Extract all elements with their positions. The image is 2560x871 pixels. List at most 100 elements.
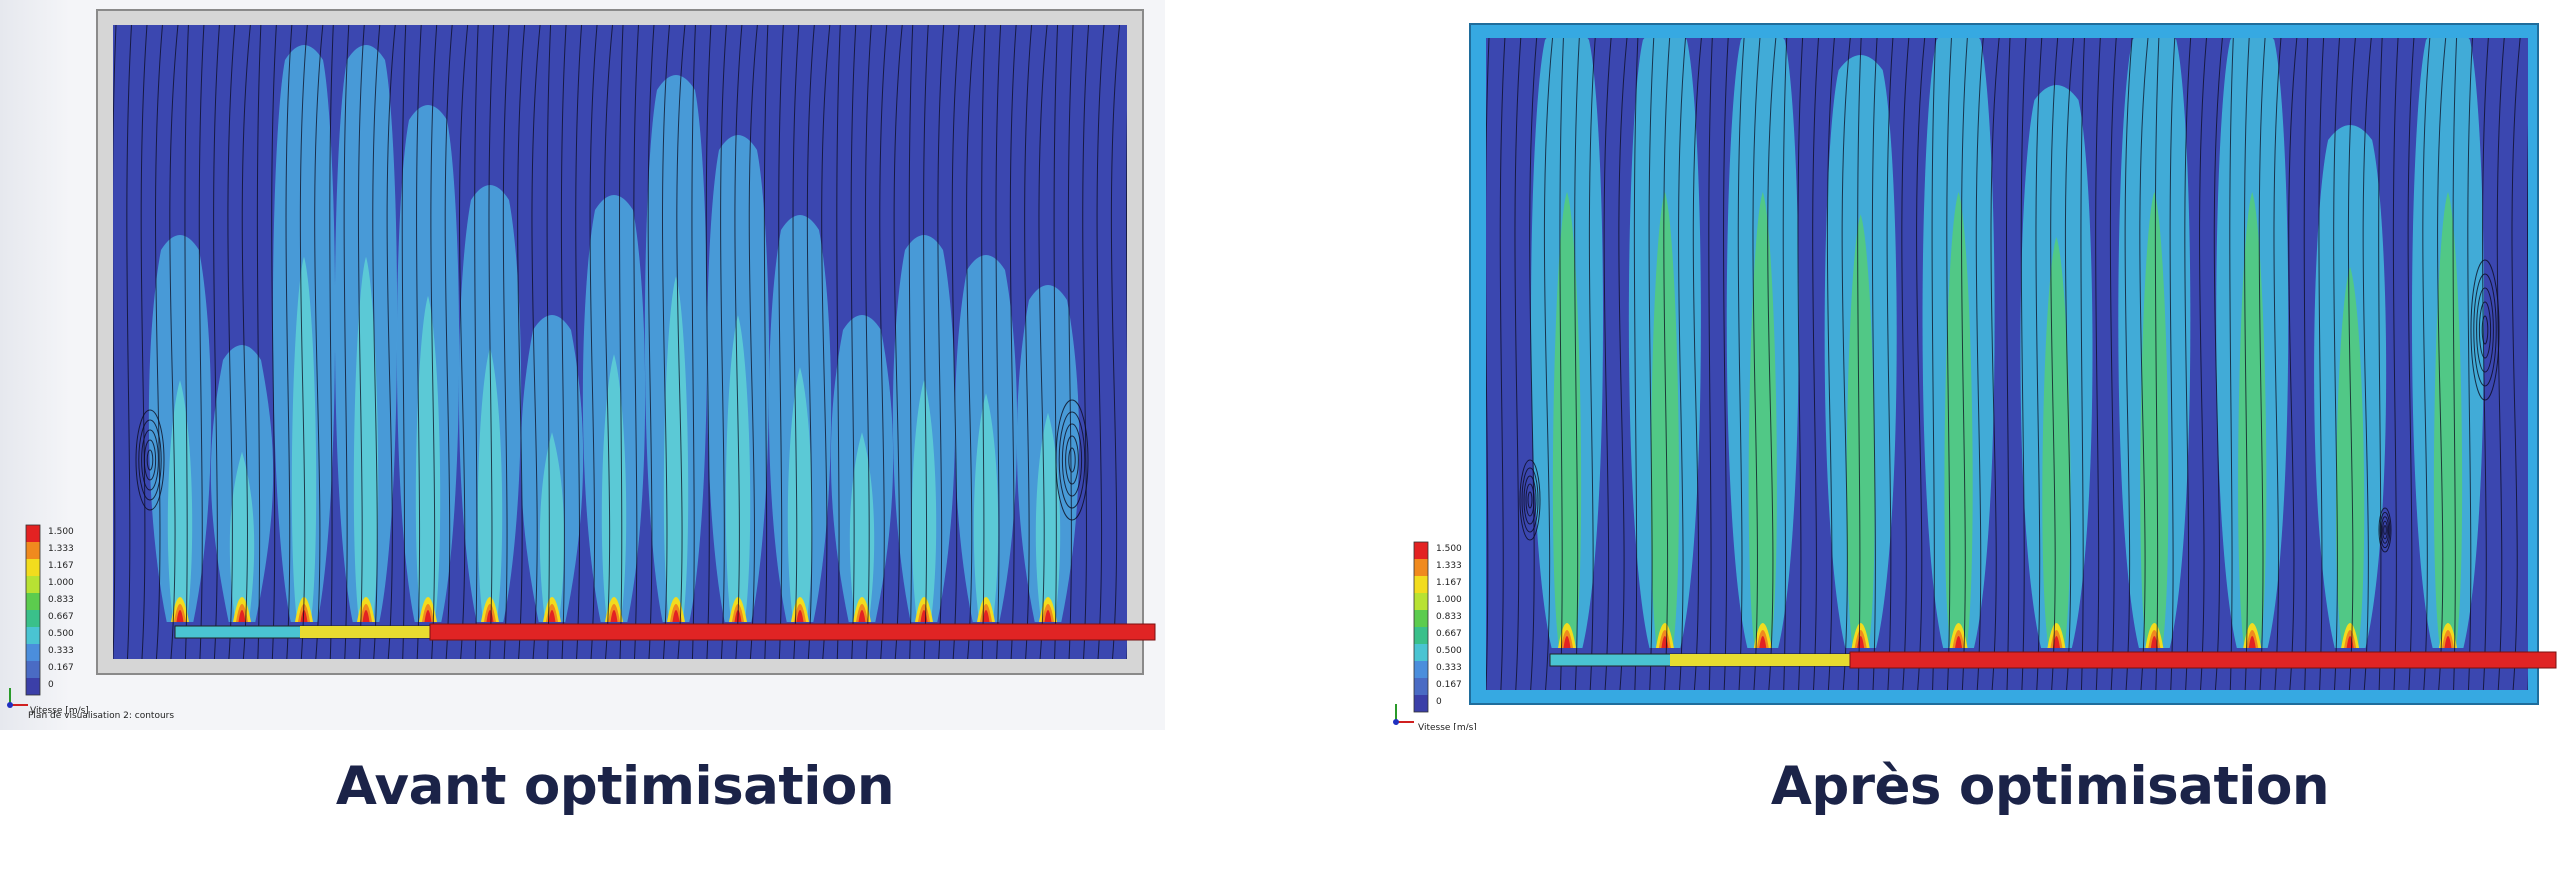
streamline (1916, 38, 1926, 690)
legend-tick-label: 1.167 (48, 561, 74, 571)
streamline (720, 25, 727, 659)
streamline (329, 25, 334, 659)
legend-tick-label: 1.167 (1436, 578, 1462, 588)
injection-pipe (1549, 651, 2557, 669)
legend-swatch (1414, 576, 1428, 593)
streamline (1618, 38, 1628, 690)
legend-swatch (26, 627, 40, 644)
streamline (792, 25, 800, 659)
streamline (676, 25, 686, 659)
streamline (2362, 38, 2372, 690)
legend-swatch (1414, 610, 1428, 627)
vortex (1058, 411, 1086, 509)
plume-core (1035, 412, 1061, 622)
axis-triad (1393, 704, 1414, 725)
streamline (2273, 38, 2282, 690)
streamline (227, 25, 236, 659)
jet (362, 610, 370, 622)
streamline (836, 25, 841, 659)
streamline (821, 25, 831, 659)
streamline (2244, 38, 2250, 690)
legend-tick-label: 0.333 (1436, 663, 1462, 673)
streamline (154, 25, 163, 659)
legend-swatch (26, 593, 40, 610)
jet (796, 610, 804, 622)
streamline (1082, 25, 1090, 659)
vortex (2478, 301, 2492, 359)
streamline (981, 25, 986, 659)
plume-core (849, 432, 875, 622)
streamline (575, 25, 583, 659)
streamline (169, 25, 179, 659)
plot-label: Plan de visualisation 2: contours (28, 711, 174, 721)
streamline (2169, 38, 2176, 690)
vortex (135, 409, 165, 511)
streamline (2482, 38, 2489, 690)
streamline (850, 25, 857, 659)
vortex (2383, 525, 2387, 535)
plume-core (2042, 237, 2071, 648)
vortex (143, 439, 157, 481)
plume-core (725, 315, 751, 622)
legend-swatch (1414, 678, 1428, 695)
jet (1759, 636, 1767, 648)
streamline (879, 25, 888, 659)
plume-core (973, 393, 999, 622)
legend-swatch (26, 610, 40, 627)
streamline (2318, 38, 2325, 690)
legend-swatch (26, 576, 40, 593)
legend-tick-label: 1.000 (48, 578, 74, 588)
vortex (2476, 287, 2494, 373)
streamline (2392, 38, 2399, 690)
streamline (517, 25, 526, 659)
vortex (1061, 423, 1083, 497)
vortex (1523, 475, 1537, 525)
streamline (2020, 38, 2027, 690)
streamline (1499, 38, 1506, 690)
streamline (2467, 38, 2473, 690)
streamline (2154, 38, 2160, 690)
streamline (1648, 38, 1655, 690)
streamline (2258, 38, 2266, 690)
jet (2444, 636, 2452, 648)
jet (858, 610, 866, 622)
streamline (2452, 38, 2458, 690)
legend-swatch (1414, 627, 1428, 644)
plume-core (1846, 214, 1875, 648)
streamline (1767, 38, 1777, 690)
streamline (1857, 38, 1862, 690)
plume-core (1650, 192, 1680, 648)
streamline (2213, 38, 2223, 690)
legend-tick-label: 0.500 (1436, 646, 1462, 656)
streamline (1663, 38, 1671, 690)
streamline (444, 25, 453, 659)
jet (486, 610, 494, 622)
streamline (2109, 38, 2117, 690)
streamlines (113, 25, 1127, 659)
streamline (1797, 38, 1804, 690)
legend-tick-label: 1.500 (1436, 544, 1462, 554)
jet (300, 610, 308, 622)
legend-swatch (1414, 559, 1428, 576)
streamline (299, 25, 308, 659)
streamline (184, 25, 189, 659)
plume-core (229, 451, 255, 622)
jet (2052, 636, 2060, 648)
streamline (2288, 38, 2298, 690)
axis-triad (7, 688, 28, 708)
streamline (864, 25, 872, 659)
streamline (2139, 38, 2149, 690)
streamline (531, 25, 541, 659)
vortex (1525, 483, 1535, 517)
streamline (1708, 38, 1713, 690)
streamline (2080, 38, 2085, 690)
streamline (2511, 38, 2521, 690)
streamline (1603, 38, 1612, 690)
streamline (140, 25, 148, 659)
streamline (619, 25, 624, 659)
streamline (2229, 38, 2234, 690)
legend-tick-label: 0.667 (1436, 629, 1462, 639)
streamline (661, 25, 670, 659)
streamline (589, 25, 598, 659)
legend-swatch (1414, 644, 1428, 661)
